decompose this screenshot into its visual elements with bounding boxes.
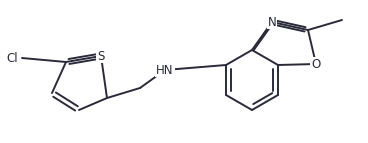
Text: S: S [97,49,105,62]
Text: N: N [268,15,276,28]
Text: O: O [311,57,321,70]
Text: Cl: Cl [6,51,18,64]
Text: HN: HN [156,63,174,77]
